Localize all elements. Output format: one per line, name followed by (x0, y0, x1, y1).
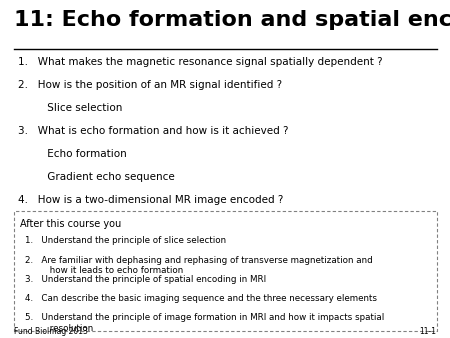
Text: 4.   How is a two-dimensional MR image encoded ?: 4. How is a two-dimensional MR image enc… (18, 195, 284, 206)
Text: 3.   What is echo formation and how is it achieved ?: 3. What is echo formation and how is it … (18, 126, 288, 137)
Text: Gradient echo sequence: Gradient echo sequence (18, 172, 175, 183)
Text: 11: Echo formation and spatial encoding: 11: Echo formation and spatial encoding (14, 10, 450, 30)
FancyBboxPatch shape (14, 211, 436, 331)
Text: 3.   Understand the principle of spatial encoding in MRI: 3. Understand the principle of spatial e… (25, 275, 266, 284)
Text: 2.   Are familiar with dephasing and rephasing of transverse magnetization and
 : 2. Are familiar with dephasing and repha… (25, 256, 373, 275)
Text: 11-1: 11-1 (419, 327, 436, 336)
Text: Slice selection: Slice selection (18, 103, 122, 114)
Text: 4.   Can describe the basic imaging sequence and the three necessary elements: 4. Can describe the basic imaging sequen… (25, 294, 377, 303)
Text: 1.   What makes the magnetic resonance signal spatially dependent ?: 1. What makes the magnetic resonance sig… (18, 57, 382, 68)
Text: After this course you: After this course you (20, 219, 122, 229)
Text: 1.   Understand the principle of slice selection: 1. Understand the principle of slice sel… (25, 236, 226, 245)
Text: Fund BioImag 2013: Fund BioImag 2013 (14, 327, 87, 336)
Text: 2.   How is the position of an MR signal identified ?: 2. How is the position of an MR signal i… (18, 80, 282, 91)
Text: 5.   Understand the principle of image formation in MRI and how it impacts spati: 5. Understand the principle of image for… (25, 313, 384, 333)
Text: Echo formation: Echo formation (18, 149, 127, 160)
